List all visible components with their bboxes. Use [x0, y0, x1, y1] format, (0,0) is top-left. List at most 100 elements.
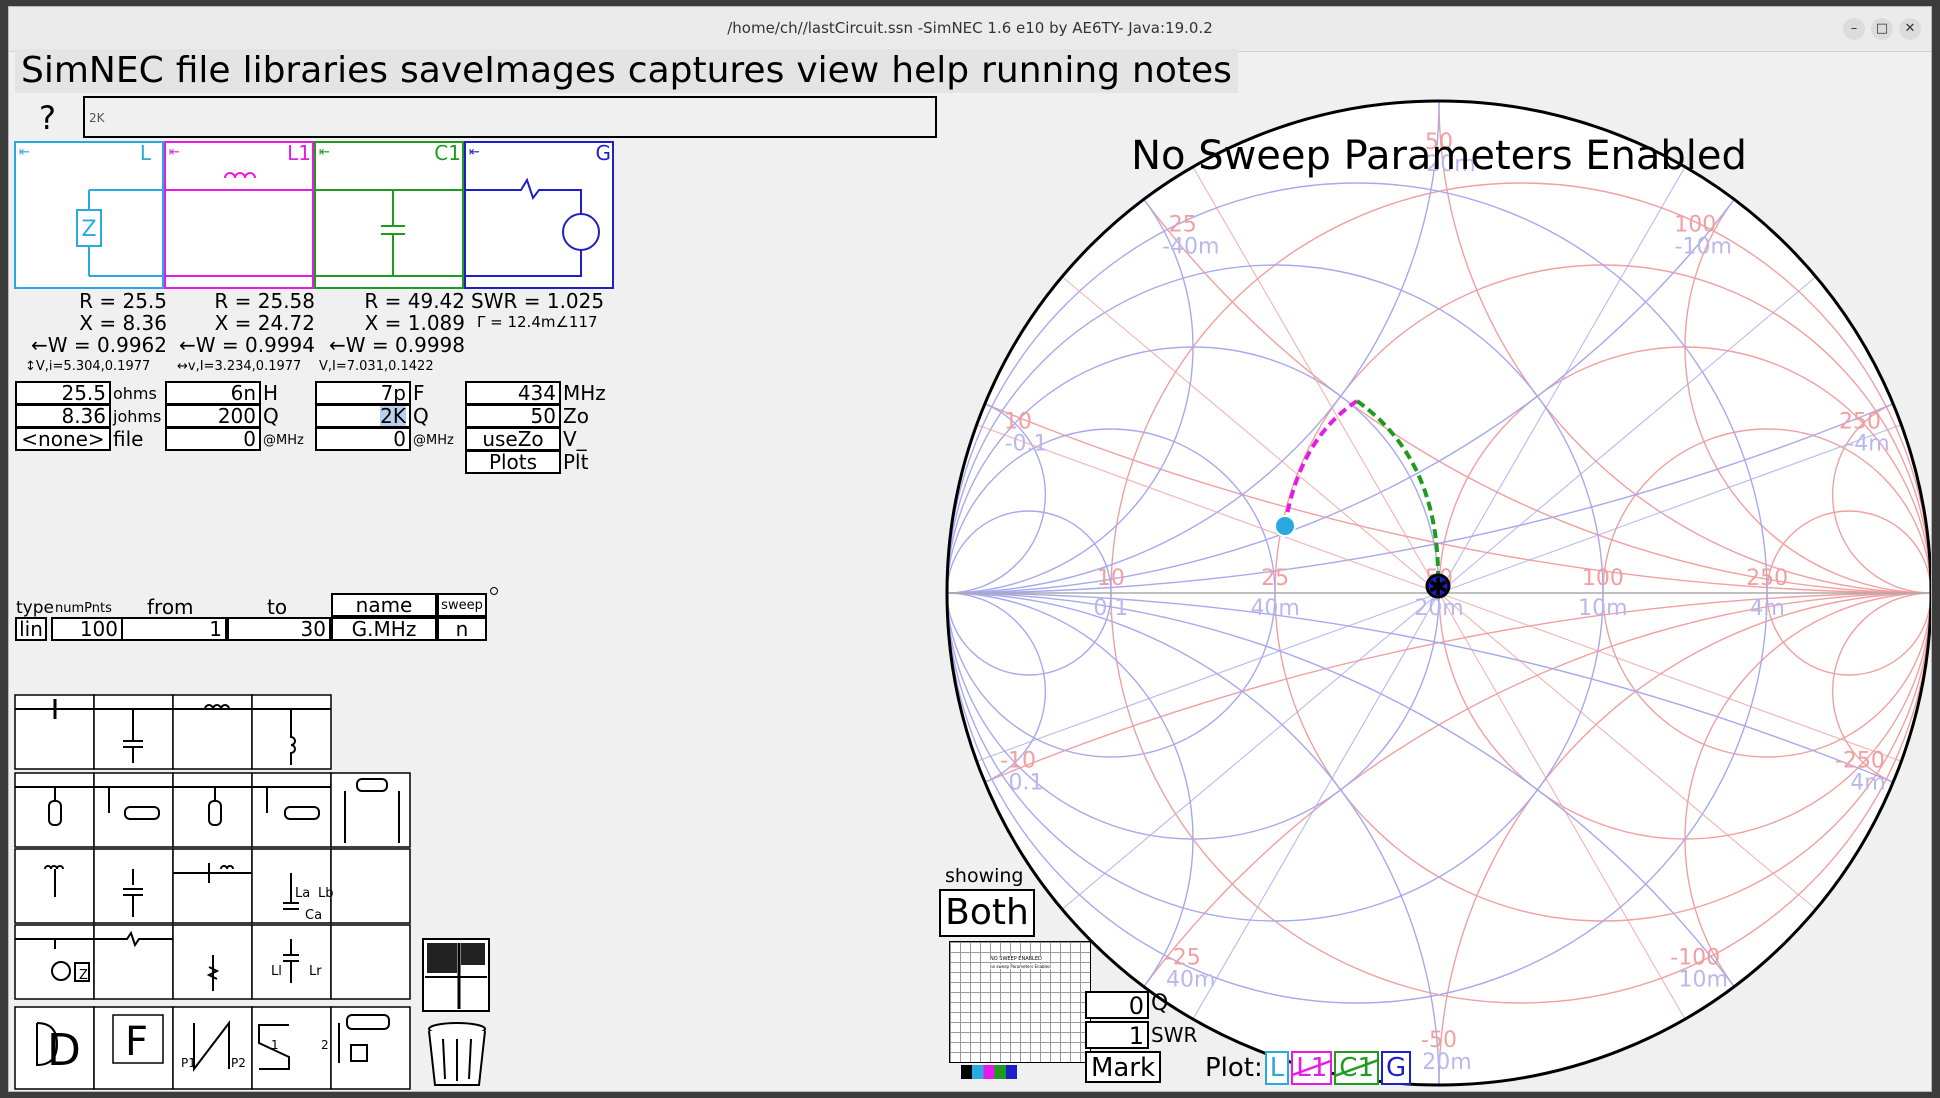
help-button[interactable]: ? — [39, 99, 56, 137]
minimize-icon[interactable]: – — [1843, 18, 1865, 40]
q-counter[interactable]: 0 — [1085, 991, 1149, 1019]
gen-zo-input[interactable]: 50 — [465, 404, 561, 428]
cap-value-input[interactable]: 7p — [315, 381, 411, 405]
r-axis-label: 100 — [1582, 566, 1624, 591]
capacitor-name: C1 — [434, 141, 461, 165]
palette-n-p1: P1 — [181, 1056, 196, 1070]
cap-x-readout: X = 1.089 — [364, 311, 465, 335]
menu-file[interactable]: file — [175, 50, 231, 91]
palette-lb-label: Lb — [318, 886, 334, 901]
load-file-button[interactable]: <none> — [15, 427, 111, 451]
arrow-left-icon: ⇤ — [469, 145, 480, 160]
generator-box[interactable] — [464, 141, 614, 289]
palette-ll-label: Ll — [271, 964, 282, 979]
sweep-type-button[interactable]: lin — [15, 617, 47, 641]
showing-button[interactable]: Both — [939, 889, 1035, 937]
cap-freq-input[interactable]: 0 — [315, 427, 411, 451]
grid-image-icon[interactable] — [422, 938, 490, 1012]
trash-icon[interactable] — [428, 1022, 486, 1086]
maximize-icon[interactable]: □ — [1871, 18, 1893, 40]
cap-vi-readout: V,I=7.031,0.1422 — [319, 359, 434, 374]
x-pos-label: 25 — [1169, 213, 1197, 238]
inductor-box[interactable] — [164, 141, 314, 289]
sweep-from-input[interactable]: 1 — [121, 617, 227, 641]
menu-simnec[interactable]: SimNEC — [21, 50, 164, 91]
menu-saveimages[interactable]: saveImages — [400, 50, 616, 91]
smith-chart[interactable]: 1025501002500.140m20m10m4m10-0.1-100.125… — [939, 99, 1932, 1089]
plots-button[interactable]: Plots — [465, 450, 561, 474]
swr-counter-label: SWR — [1151, 1023, 1198, 1047]
menu-help[interactable]: help — [891, 50, 970, 91]
g-axis-label: 4m — [1749, 596, 1784, 621]
plot-toggle-l1[interactable]: L1 — [1291, 1051, 1333, 1085]
g-axis-label: 40m — [1250, 596, 1299, 621]
close-icon[interactable]: ✕ — [1899, 18, 1921, 40]
ind-r-readout: R = 25.58 — [214, 289, 315, 313]
load-r-readout: R = 25.5 — [79, 289, 167, 313]
ind-freq-input[interactable]: 0 — [165, 427, 261, 451]
window-title: /home/ch//lastCircuit.ssn -SimNEC 1.6 e1… — [727, 19, 1213, 37]
component-palette: La Lb Ca Ll Lr Z D F P1 P2 N 1 2 — [14, 694, 490, 1090]
menu-bar: SimNEC file libraries saveImages capture… — [15, 49, 1238, 93]
susceptance-arc — [947, 592, 1194, 1085]
plot-toggle-c1[interactable]: C1 — [1334, 1051, 1379, 1085]
gamma-readout: Γ = 12.4m∠117 — [477, 313, 598, 331]
simnec-window: /home/ch//lastCircuit.ssn -SimNEC 1.6 e1… — [8, 6, 1932, 1092]
inductor-icon — [224, 172, 256, 179]
x-pos-label: 10 — [1004, 409, 1032, 434]
impedance-label: Z — [81, 217, 96, 242]
gen-freq-input[interactable]: 434 — [465, 381, 561, 405]
capacitor-box[interactable] — [314, 141, 464, 289]
plot-toggle-l[interactable]: L — [1264, 1051, 1290, 1085]
sweep-name-header: name — [331, 593, 437, 617]
menu-libraries[interactable]: libraries — [242, 50, 388, 91]
g-axis-label: 0.1 — [1093, 596, 1128, 621]
match-star-icon: ✱ — [1428, 573, 1448, 601]
edit-field[interactable]: 2K — [83, 96, 937, 138]
menu-running[interactable]: running — [981, 50, 1120, 91]
sweep-sweep-header: sweep — [437, 593, 487, 617]
plot-toggle-g[interactable]: G — [1381, 1051, 1412, 1085]
b-top-label: -0.1 — [1005, 431, 1048, 456]
ind-q-input[interactable]: 200 — [165, 404, 261, 428]
schematic-panel[interactable]: ⇤ L Z ⇤ L1 ⇤ C1 ⇤ G — [13, 140, 621, 298]
palette-f-button[interactable]: F — [125, 1019, 148, 1065]
sweep-from-label: from — [147, 595, 194, 619]
menu-view[interactable]: view — [796, 50, 880, 91]
ind-value-unit: H — [263, 381, 279, 405]
mark-button[interactable]: Mark — [1085, 1051, 1161, 1083]
menu-captures[interactable]: captures — [627, 50, 785, 91]
sweep-numpnts-input[interactable]: 100 — [51, 617, 123, 641]
cap-q-input[interactable]: 2K — [315, 404, 411, 428]
ind-value-input[interactable]: 6n — [165, 381, 261, 405]
cap-value-unit: F — [413, 381, 425, 405]
susceptance-arc — [947, 592, 1047, 791]
thumb-line2: no sweep Parameters Enabled — [990, 964, 1051, 969]
ind-freq-unit: @MHz — [263, 433, 304, 448]
cap-q-value: 2K — [380, 404, 406, 428]
palette-s-2: 2 — [321, 1038, 329, 1052]
thumb-line1: NO SWEEP ENABLED — [990, 956, 1042, 962]
arrow-left-icon: ⇤ — [169, 145, 180, 160]
capacitor-trace — [1355, 399, 1441, 580]
load-r-input[interactable]: 25.5 — [15, 381, 111, 405]
load-x-input[interactable]: 8.36 — [15, 404, 111, 428]
sweep-enable-button[interactable]: n — [437, 617, 487, 641]
load-file-label: file — [113, 427, 144, 451]
plot-thumbnail[interactable]: NO SWEEP ENABLED no sweep Parameters Ena… — [949, 941, 1091, 1063]
x-pos-label: 250 — [1839, 409, 1881, 434]
edit-field-text: 2K — [89, 111, 105, 125]
susceptance-arc — [947, 101, 1194, 594]
plots-unit: Plt — [563, 450, 589, 474]
sweep-to-input[interactable]: 30 — [227, 617, 331, 641]
network-icon[interactable] — [338, 1014, 390, 1063]
corner-handle[interactable] — [490, 587, 498, 595]
swr-counter[interactable]: 1 — [1085, 1021, 1149, 1049]
g-axis-label: 10m — [1578, 596, 1627, 621]
sweep-name-input[interactable]: G.MHz — [331, 617, 437, 641]
menu-notes[interactable]: notes — [1132, 50, 1232, 91]
usezo-button[interactable]: useZo — [465, 427, 561, 451]
load-x-unit: johms — [113, 407, 162, 426]
palette-d-button[interactable]: D — [47, 1025, 81, 1076]
generator-name: G — [596, 141, 612, 165]
